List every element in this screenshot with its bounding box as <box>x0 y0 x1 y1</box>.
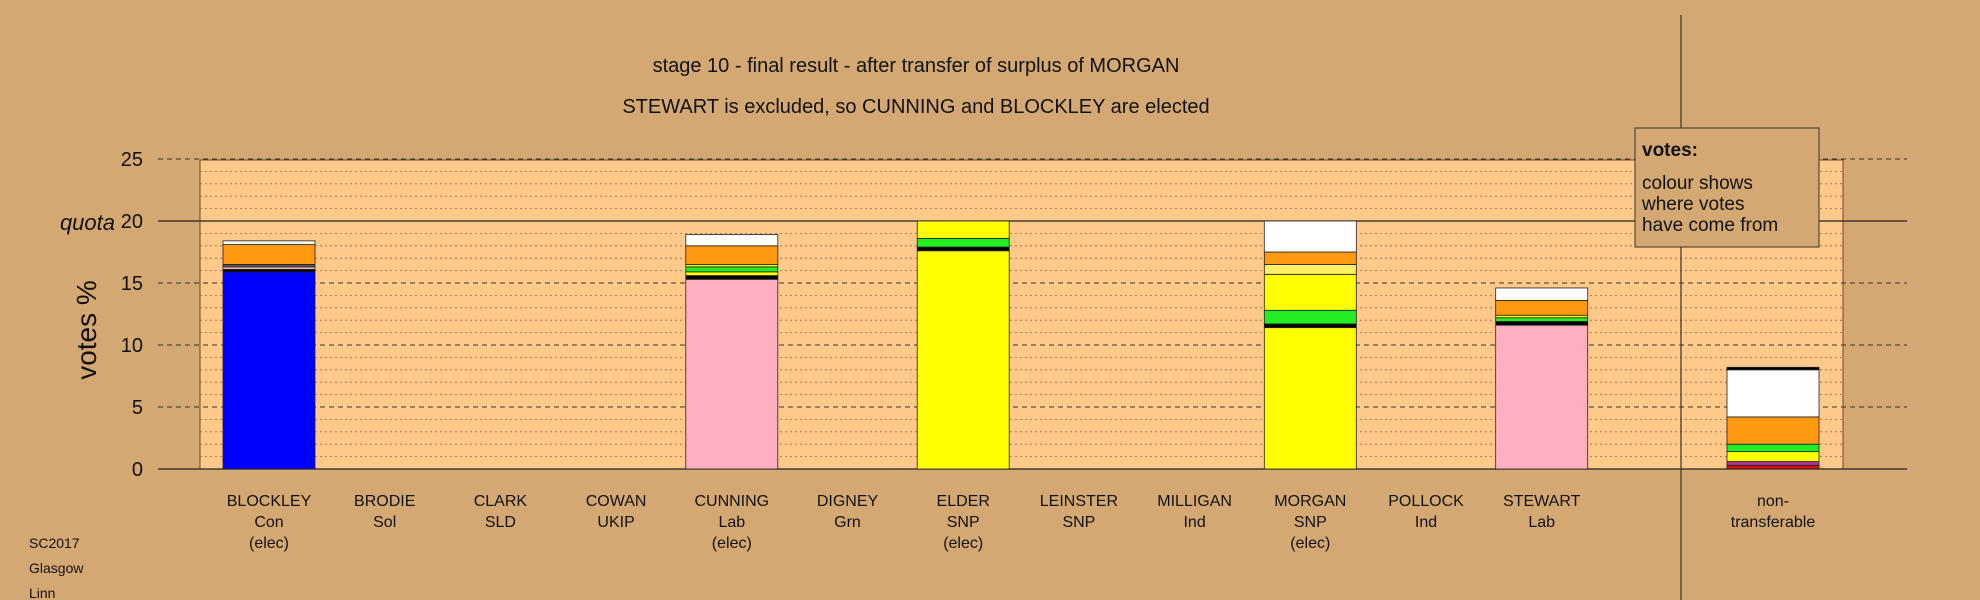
candidate-label: BRODIE <box>354 493 415 510</box>
bar-segment <box>1726 366 1820 371</box>
bar-segment <box>685 275 779 280</box>
nontransferable-label: transferable <box>1731 514 1816 531</box>
candidate-label: Sol <box>373 514 396 531</box>
candidate-label: (elec) <box>249 535 289 552</box>
bar-segment <box>1263 263 1357 275</box>
candidate-label: DIGNEY <box>817 493 879 510</box>
title-line-2: STEWART is excluded, so CUNNING and BLOC… <box>622 96 1209 118</box>
candidate-label: Ind <box>1183 514 1205 531</box>
corner-line-2: Glasgow <box>29 560 84 576</box>
bar-segment <box>222 244 316 265</box>
bar-segment <box>685 278 779 470</box>
bar-segment <box>1263 273 1357 311</box>
bar-elder <box>916 220 1010 470</box>
bar-segment <box>685 271 779 276</box>
candidate-label: COWAN <box>586 493 647 510</box>
bar-segment <box>1726 416 1820 445</box>
candidate-label: STEWART <box>1503 493 1581 510</box>
bar-segment <box>1263 251 1357 265</box>
corner-line-1: SC2017 <box>29 535 80 551</box>
quota-label: quota <box>60 210 115 235</box>
bar-cunning <box>685 234 779 470</box>
candidate-label: BLOCKLEY <box>227 493 312 510</box>
y-tick-label: 10 <box>121 335 143 357</box>
candidate-label: ELDER <box>937 493 990 510</box>
y-axis: 0 5 10 15 20 25 <box>121 149 143 481</box>
bar-segment <box>1495 324 1589 470</box>
candidate-label: MILLIGAN <box>1157 493 1232 510</box>
x-axis-labels: BLOCKLEY Con (elec) BRODIE Sol CLARK SLD COWAN U… <box>227 493 1816 552</box>
y-tick-label: 25 <box>121 149 143 171</box>
candidate-label: LEINSTER <box>1040 493 1118 510</box>
candidate-label: Lab <box>1528 514 1555 531</box>
bar-segment <box>1726 464 1820 470</box>
candidate-label: (elec) <box>943 535 983 552</box>
bar-segment <box>685 245 779 265</box>
bar-segment <box>1495 287 1589 301</box>
candidate-label: SNP <box>947 514 980 531</box>
bar-segment <box>916 250 1010 470</box>
candidate-label: (elec) <box>1290 535 1330 552</box>
bar-segment <box>916 220 1010 239</box>
bar-segment <box>1495 317 1589 322</box>
y-tick-label: 0 <box>132 459 143 481</box>
legend-heading: votes: <box>1642 140 1698 161</box>
bar-segment <box>1726 443 1820 453</box>
legend-line-3: have come from <box>1642 215 1778 236</box>
y-tick-label: 5 <box>132 397 143 419</box>
bar-segment <box>1726 369 1820 418</box>
bar-segment <box>685 234 779 247</box>
candidate-label: Lab <box>718 514 745 531</box>
nontransferable-label: non- <box>1757 493 1789 510</box>
bar-segment <box>222 240 316 245</box>
candidate-label: Ind <box>1415 514 1437 531</box>
bar-segment <box>1263 327 1357 470</box>
corner-line-3: Linn <box>29 585 55 600</box>
bars <box>222 220 1820 470</box>
bar-segment <box>916 237 1010 248</box>
title-line-1: stage 10 - final result - after transfer… <box>653 55 1180 77</box>
y-tick-label: 15 <box>121 273 143 295</box>
candidate-label: MORGAN <box>1274 493 1346 510</box>
bar-segment <box>685 266 779 273</box>
y-axis-title: votes % <box>71 280 102 380</box>
bar-segment <box>222 271 316 470</box>
y-tick-label: 20 <box>121 211 143 233</box>
bar-nontransferable <box>1726 366 1820 470</box>
bar-segment <box>1263 309 1357 325</box>
bar-segment <box>1263 220 1357 253</box>
candidate-label: Con <box>254 514 283 531</box>
candidate-label: UKIP <box>597 514 634 531</box>
legend-frame <box>1634 127 1820 248</box>
candidate-label: SNP <box>1062 514 1095 531</box>
bar-segment <box>1726 451 1820 462</box>
bar-segment <box>1263 323 1357 329</box>
legend-line-2: where votes <box>1641 194 1744 215</box>
candidate-label: CUNNING <box>694 493 769 510</box>
candidate-label: POLLOCK <box>1388 493 1464 510</box>
candidate-label: CLARK <box>474 493 528 510</box>
bar-segment <box>1495 321 1589 326</box>
plot-panel <box>199 159 1844 470</box>
legend-line-1: colour shows <box>1642 173 1753 194</box>
gridlines <box>158 158 1907 470</box>
bar-segment <box>1495 299 1589 316</box>
candidate-label: Grn <box>834 514 861 531</box>
bar-segment <box>1726 461 1820 466</box>
bar-segment <box>916 246 1010 252</box>
bar-stewart <box>1495 287 1589 470</box>
legend-box: votes: colour shows where votes have com… <box>1634 127 1820 248</box>
bar-morgan <box>1263 220 1357 470</box>
candidate-label: SLD <box>485 514 516 531</box>
candidate-label: (elec) <box>712 535 752 552</box>
bar-blockley <box>222 240 316 470</box>
candidate-label: SNP <box>1294 514 1327 531</box>
